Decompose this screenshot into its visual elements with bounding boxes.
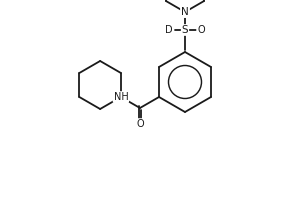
Text: NH: NH xyxy=(113,92,128,102)
Text: D: D xyxy=(165,25,173,35)
Text: N: N xyxy=(181,7,189,17)
Text: S: S xyxy=(182,25,188,35)
Text: N: N xyxy=(181,7,189,17)
Text: O: O xyxy=(197,25,205,35)
Text: O: O xyxy=(136,119,144,129)
